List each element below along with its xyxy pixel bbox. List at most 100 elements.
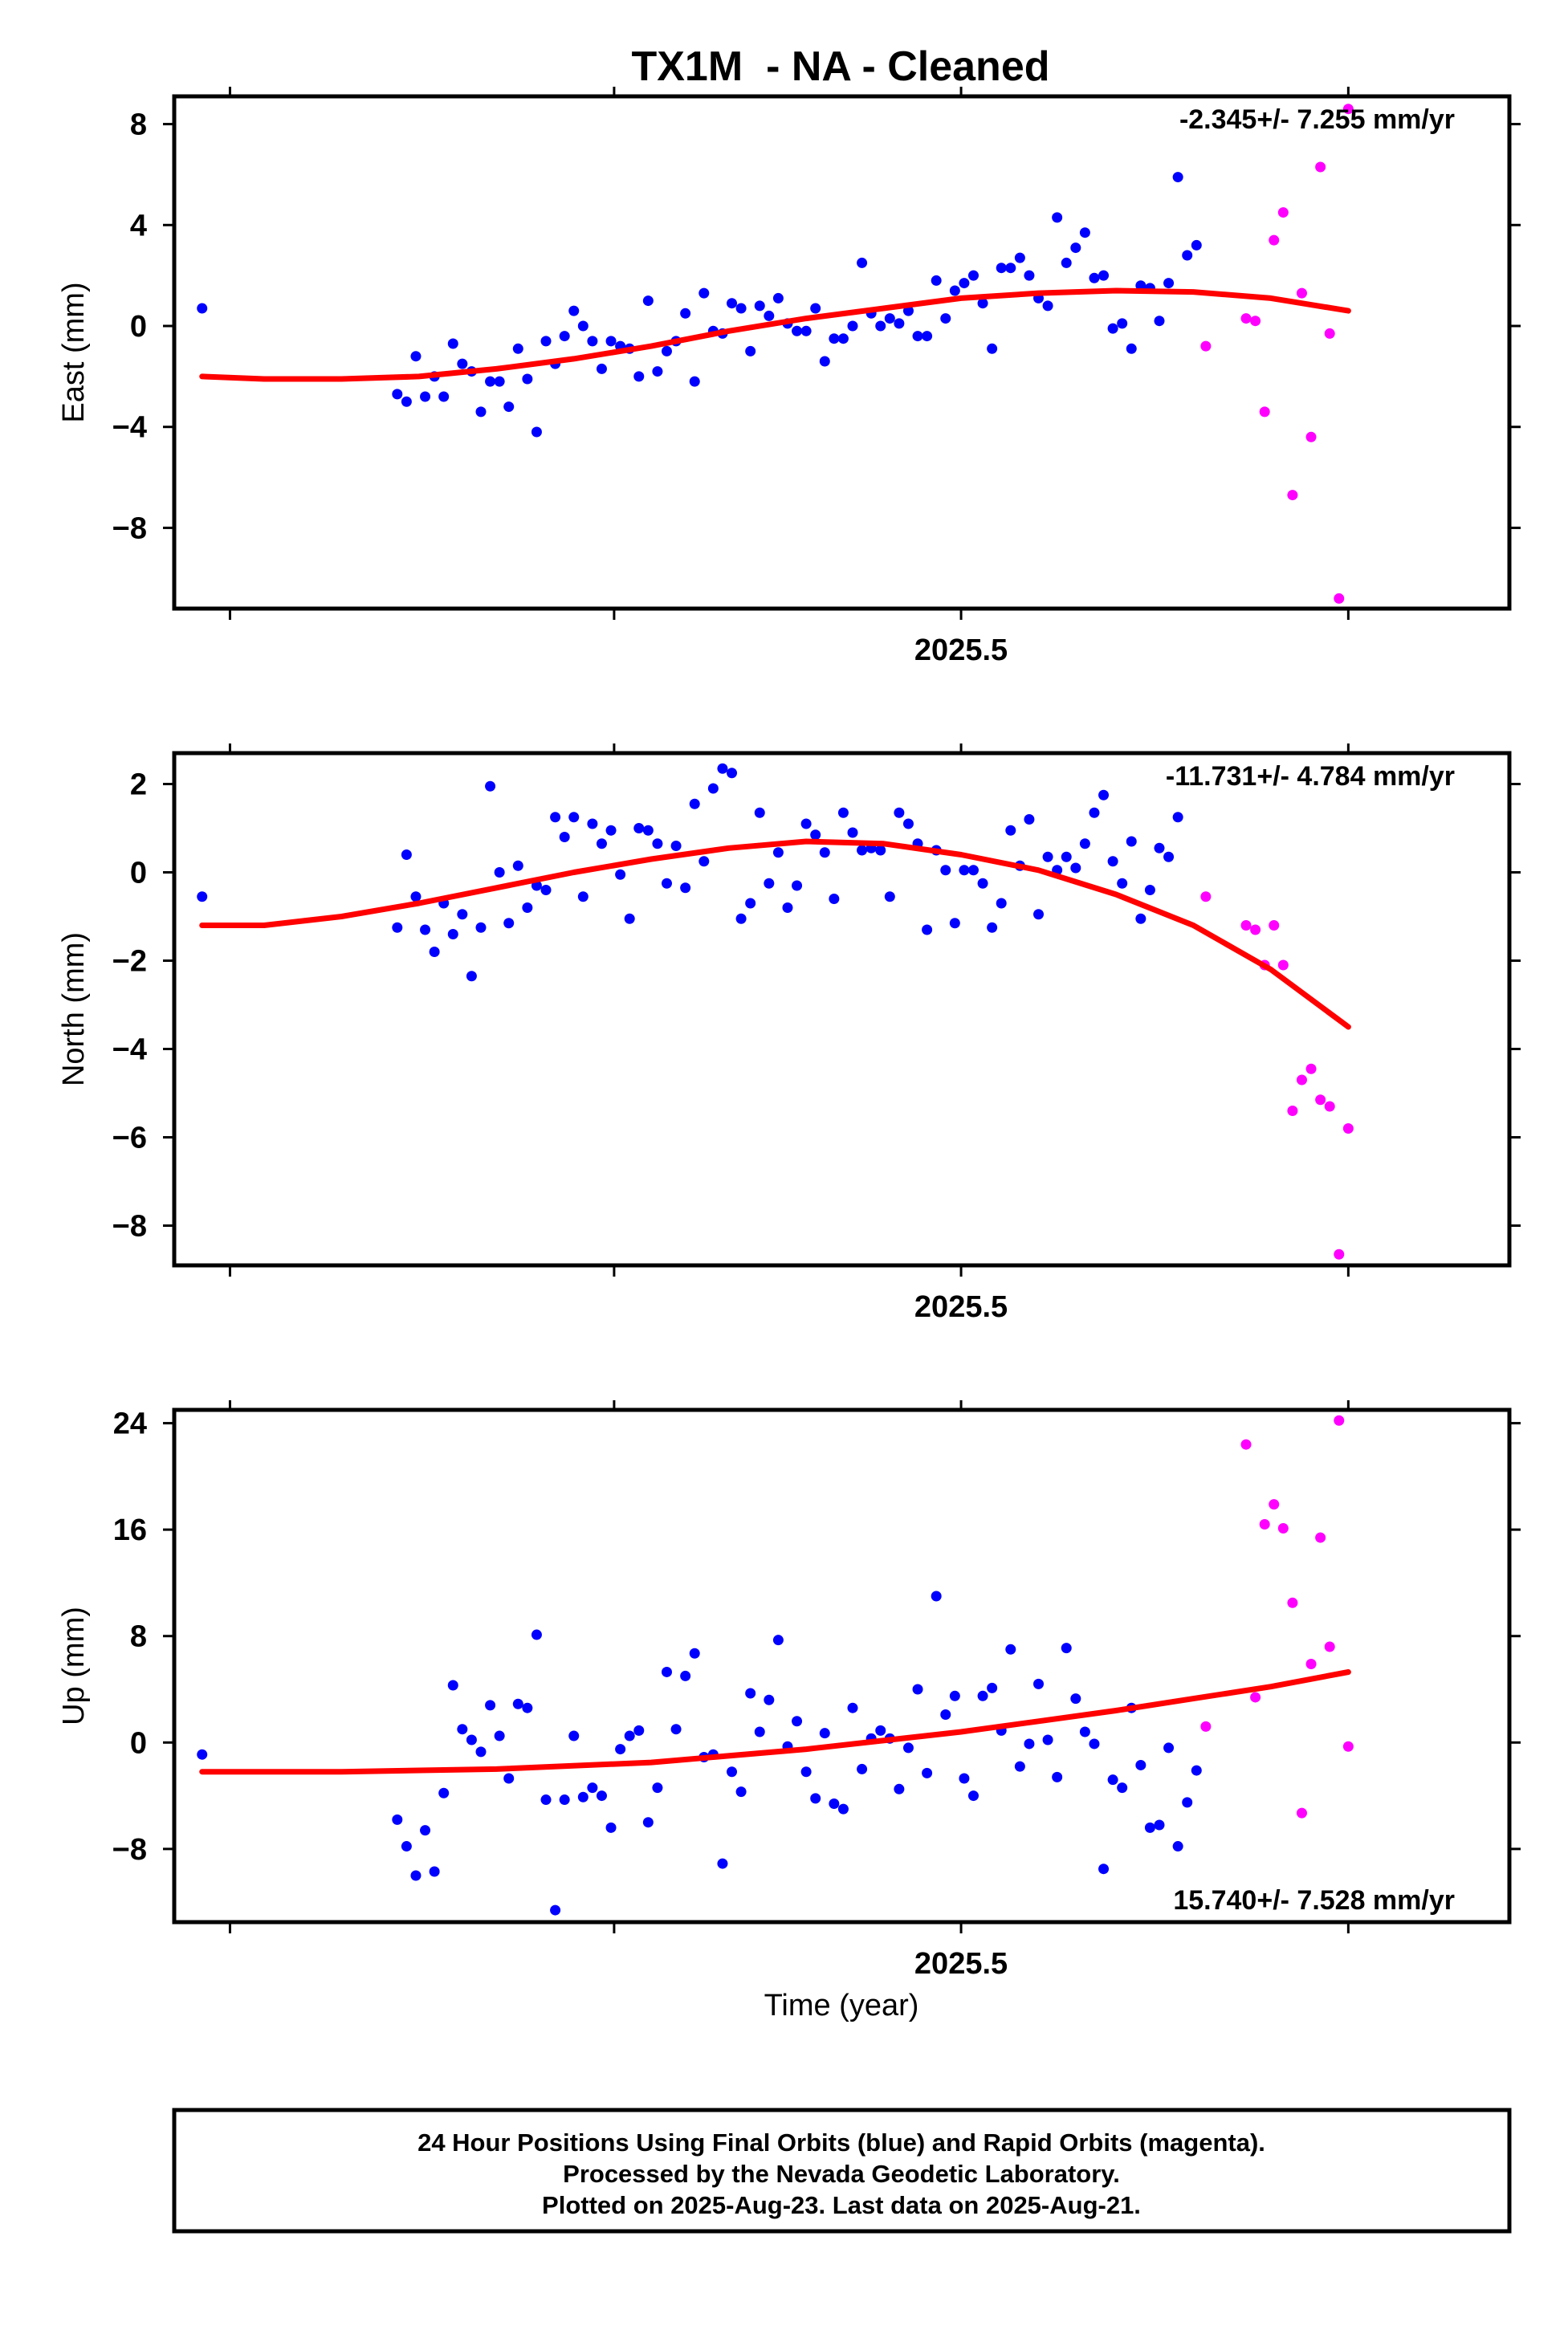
north-final-point	[1089, 807, 1100, 818]
north-final-point	[420, 924, 431, 935]
north-final-point	[727, 768, 738, 779]
up-rapid-point	[1296, 1807, 1307, 1819]
east-final-point	[596, 363, 607, 374]
up-ytick-label: −8	[112, 1833, 147, 1867]
north-final-point	[745, 898, 756, 909]
east-final-point	[577, 320, 589, 332]
east-final-point	[1042, 300, 1053, 312]
north-final-point	[1172, 812, 1183, 823]
north-final-point	[550, 812, 561, 823]
north-final-point	[735, 913, 747, 924]
up-final-point	[912, 1684, 923, 1695]
north-rapid-point	[1200, 891, 1212, 902]
east-rapid-point	[1305, 431, 1317, 442]
east-final-point	[745, 345, 756, 356]
north-rapid-point	[1334, 1249, 1345, 1260]
up-final-point	[457, 1724, 468, 1735]
caption-box: 24 Hour Positions Using Final Orbits (bl…	[172, 2108, 1512, 2234]
up-final-point	[829, 1798, 840, 1810]
east-final-point	[1172, 172, 1183, 183]
north-final-point	[1107, 856, 1118, 867]
up-y-axis-label: Up (mm)	[57, 1607, 91, 1725]
north-rapid-point	[1277, 959, 1289, 971]
east-final-point	[800, 325, 812, 336]
east-rapid-point	[1269, 234, 1280, 246]
up-final-point	[1107, 1774, 1118, 1786]
east-final-point	[512, 343, 523, 354]
north-rapid-point	[1305, 1063, 1317, 1074]
east-final-point	[1079, 227, 1090, 238]
up-rapid-point	[1342, 1741, 1354, 1752]
east-final-point	[457, 358, 468, 369]
up-final-point	[652, 1782, 663, 1794]
east-final-point	[727, 298, 738, 309]
up-final-point	[494, 1730, 505, 1741]
up-final-point	[987, 1682, 998, 1693]
east-rapid-point	[1240, 313, 1252, 324]
up-final-point	[420, 1825, 431, 1836]
north-final-point	[447, 929, 458, 939]
east-rapid-point	[1259, 406, 1270, 418]
up-final-point	[754, 1726, 765, 1737]
up-final-point	[837, 1803, 849, 1815]
east-final-point	[912, 331, 923, 342]
up-rapid-point	[1200, 1721, 1212, 1732]
east-rate-label: -2.345+/- 7.255 mm/yr	[1179, 104, 1455, 135]
east-rapid-point	[1277, 207, 1289, 218]
up-final-point	[1163, 1742, 1175, 1754]
north-final-point	[884, 891, 895, 902]
up-final-point	[931, 1591, 942, 1602]
up-ytick-label: 0	[130, 1726, 147, 1760]
east-ytick-label: 0	[130, 310, 147, 344]
north-final-point	[642, 825, 654, 836]
east-rapid-point	[1250, 316, 1261, 327]
north-final-point	[624, 913, 635, 924]
up-final-point	[764, 1694, 775, 1705]
up-final-point	[875, 1725, 886, 1736]
up-rapid-point	[1315, 1532, 1326, 1543]
east-final-point	[661, 345, 672, 356]
east-final-point	[1107, 323, 1118, 334]
east-final-point	[438, 391, 450, 402]
east-final-point	[1182, 250, 1193, 261]
up-final-point	[1052, 1771, 1063, 1782]
up-final-point	[485, 1700, 496, 1711]
east-final-point	[652, 366, 663, 377]
north-final-point	[875, 845, 886, 856]
east-final-point	[420, 391, 431, 402]
x-axis-label: Time (year)	[764, 1989, 919, 2022]
east-final-point	[1070, 242, 1081, 254]
north-final-point	[540, 885, 552, 895]
north-final-point	[996, 898, 1007, 909]
up-final-point	[577, 1791, 589, 1802]
east-final-point	[922, 331, 933, 342]
up-final-point	[392, 1814, 403, 1825]
north-final-point	[764, 878, 775, 889]
up-final-point	[800, 1766, 812, 1778]
north-final-point	[1144, 885, 1155, 895]
up-final-point	[1033, 1678, 1045, 1689]
up-final-point	[1061, 1643, 1072, 1654]
up-final-point	[680, 1670, 691, 1681]
up-ytick-label: 24	[113, 1407, 147, 1441]
east-final-point	[875, 320, 886, 332]
up-final-point	[727, 1766, 738, 1778]
up-panel: 24 16 8 0 −8 2025.5 Up (mm) 15.740+/- 7.528 mm/…	[57, 1400, 1521, 1981]
north-final-point	[1070, 862, 1081, 874]
east-final-point	[772, 292, 784, 303]
north-final-point	[819, 847, 830, 858]
up-final-point	[1154, 1819, 1165, 1831]
east-final-point	[894, 318, 905, 329]
north-final-point	[1079, 838, 1090, 849]
up-final-point	[605, 1822, 617, 1833]
east-final-point	[754, 300, 765, 312]
east-final-point	[680, 308, 691, 319]
east-final-point	[977, 298, 988, 309]
east-final-point	[1089, 272, 1100, 283]
north-final-point	[1033, 909, 1045, 920]
east-final-point	[633, 371, 645, 382]
east-final-point	[689, 376, 700, 387]
east-final-point	[735, 303, 747, 314]
up-final-point	[967, 1790, 979, 1802]
